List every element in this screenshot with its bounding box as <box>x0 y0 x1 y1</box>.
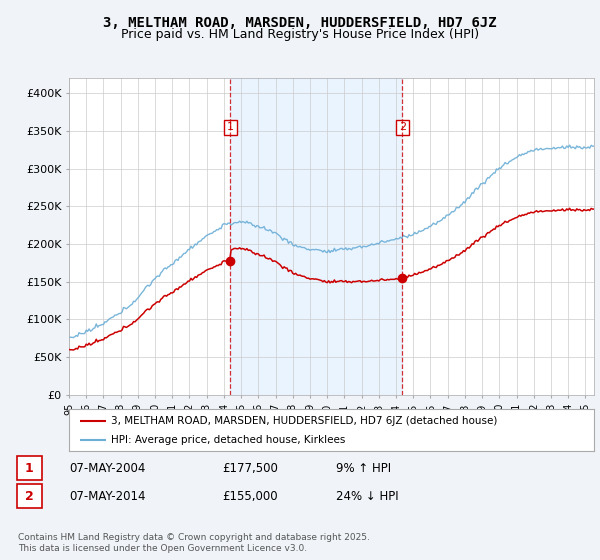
Text: Price paid vs. HM Land Registry's House Price Index (HPI): Price paid vs. HM Land Registry's House … <box>121 28 479 41</box>
Bar <box>230 78 403 395</box>
Text: HPI: Average price, detached house, Kirklees: HPI: Average price, detached house, Kirk… <box>111 435 346 445</box>
Text: 07-MAY-2004: 07-MAY-2004 <box>69 462 145 475</box>
Text: £177,500: £177,500 <box>222 462 278 475</box>
Text: 3, MELTHAM ROAD, MARSDEN, HUDDERSFIELD, HD7 6JZ (detached house): 3, MELTHAM ROAD, MARSDEN, HUDDERSFIELD, … <box>111 416 497 426</box>
Text: 1: 1 <box>227 123 234 132</box>
Text: 3, MELTHAM ROAD, MARSDEN, HUDDERSFIELD, HD7 6JZ: 3, MELTHAM ROAD, MARSDEN, HUDDERSFIELD, … <box>103 16 497 30</box>
Text: £155,000: £155,000 <box>222 490 278 503</box>
Text: Contains HM Land Registry data © Crown copyright and database right 2025.
This d: Contains HM Land Registry data © Crown c… <box>18 533 370 553</box>
Text: 2: 2 <box>25 490 34 503</box>
Text: 07-MAY-2014: 07-MAY-2014 <box>69 490 146 503</box>
Text: 9% ↑ HPI: 9% ↑ HPI <box>336 462 391 475</box>
Text: 24% ↓ HPI: 24% ↓ HPI <box>336 490 398 503</box>
Text: 1: 1 <box>25 462 34 475</box>
Text: 2: 2 <box>399 123 406 132</box>
